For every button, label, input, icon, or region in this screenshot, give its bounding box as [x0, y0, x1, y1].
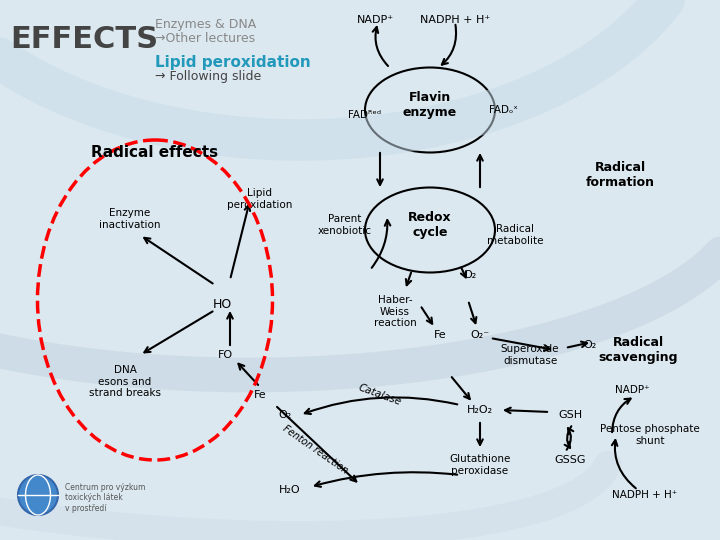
Text: Redox
cycle: Redox cycle	[408, 211, 452, 239]
Text: Radical
metabolite: Radical metabolite	[487, 224, 544, 246]
Text: NADPH + H⁺: NADPH + H⁺	[420, 15, 490, 25]
Text: Centrum pro výzkum
toxických látek
v prostředí: Centrum pro výzkum toxických látek v pro…	[65, 483, 145, 513]
Text: DNA
esons and
strand breaks: DNA esons and strand breaks	[89, 365, 161, 398]
Text: Enzymes & DNA: Enzymes & DNA	[155, 18, 256, 31]
Text: HO: HO	[212, 299, 232, 312]
Text: Pentose phosphate
shunt: Pentose phosphate shunt	[600, 424, 700, 446]
Text: NADP⁺: NADP⁺	[356, 15, 394, 25]
Text: Lipid peroxidation: Lipid peroxidation	[155, 55, 311, 70]
Text: →Other lectures: →Other lectures	[155, 32, 255, 45]
Text: O₂: O₂	[464, 270, 477, 280]
Text: EFFECTS: EFFECTS	[10, 25, 158, 54]
Text: Glutathione
peroxidase: Glutathione peroxidase	[449, 454, 510, 476]
Text: Radical
formation: Radical formation	[585, 161, 654, 189]
Text: NADP⁺: NADP⁺	[615, 385, 649, 395]
Text: Fe: Fe	[253, 390, 266, 400]
Ellipse shape	[18, 475, 58, 515]
Text: Lipid
peroxidation: Lipid peroxidation	[228, 188, 293, 210]
Text: Catalase: Catalase	[357, 382, 403, 407]
Text: FO: FO	[217, 350, 233, 360]
Text: Radical effects: Radical effects	[91, 145, 219, 160]
Text: O₂: O₂	[583, 340, 597, 350]
Text: GSSG: GSSG	[554, 455, 586, 465]
Text: Radical
scavenging: Radical scavenging	[598, 336, 678, 364]
Text: H₂O₂: H₂O₂	[467, 405, 493, 415]
Text: FADₒˣ: FADₒˣ	[489, 105, 518, 115]
Text: NADPH + H⁺: NADPH + H⁺	[613, 490, 678, 500]
Text: O₂: O₂	[279, 410, 292, 420]
Text: H₂O: H₂O	[279, 485, 301, 495]
Text: O₂⁻: O₂⁻	[470, 330, 490, 340]
Text: FADᴿᵉᵈ: FADᴿᵉᵈ	[348, 110, 382, 120]
Text: Fe: Fe	[433, 330, 446, 340]
Text: GSH: GSH	[558, 410, 582, 420]
Text: Parent
xenobiotic: Parent xenobiotic	[318, 214, 372, 236]
Text: → Following slide: → Following slide	[155, 70, 261, 83]
Text: Enzyme
inactivation: Enzyme inactivation	[99, 208, 161, 230]
Text: Haber-
Weiss
reaction: Haber- Weiss reaction	[374, 295, 416, 328]
Text: Fenton reaction: Fenton reaction	[281, 424, 349, 476]
Text: Flavin
enzyme: Flavin enzyme	[403, 91, 457, 119]
Text: Superoxide
dismutase: Superoxide dismutase	[500, 344, 559, 366]
